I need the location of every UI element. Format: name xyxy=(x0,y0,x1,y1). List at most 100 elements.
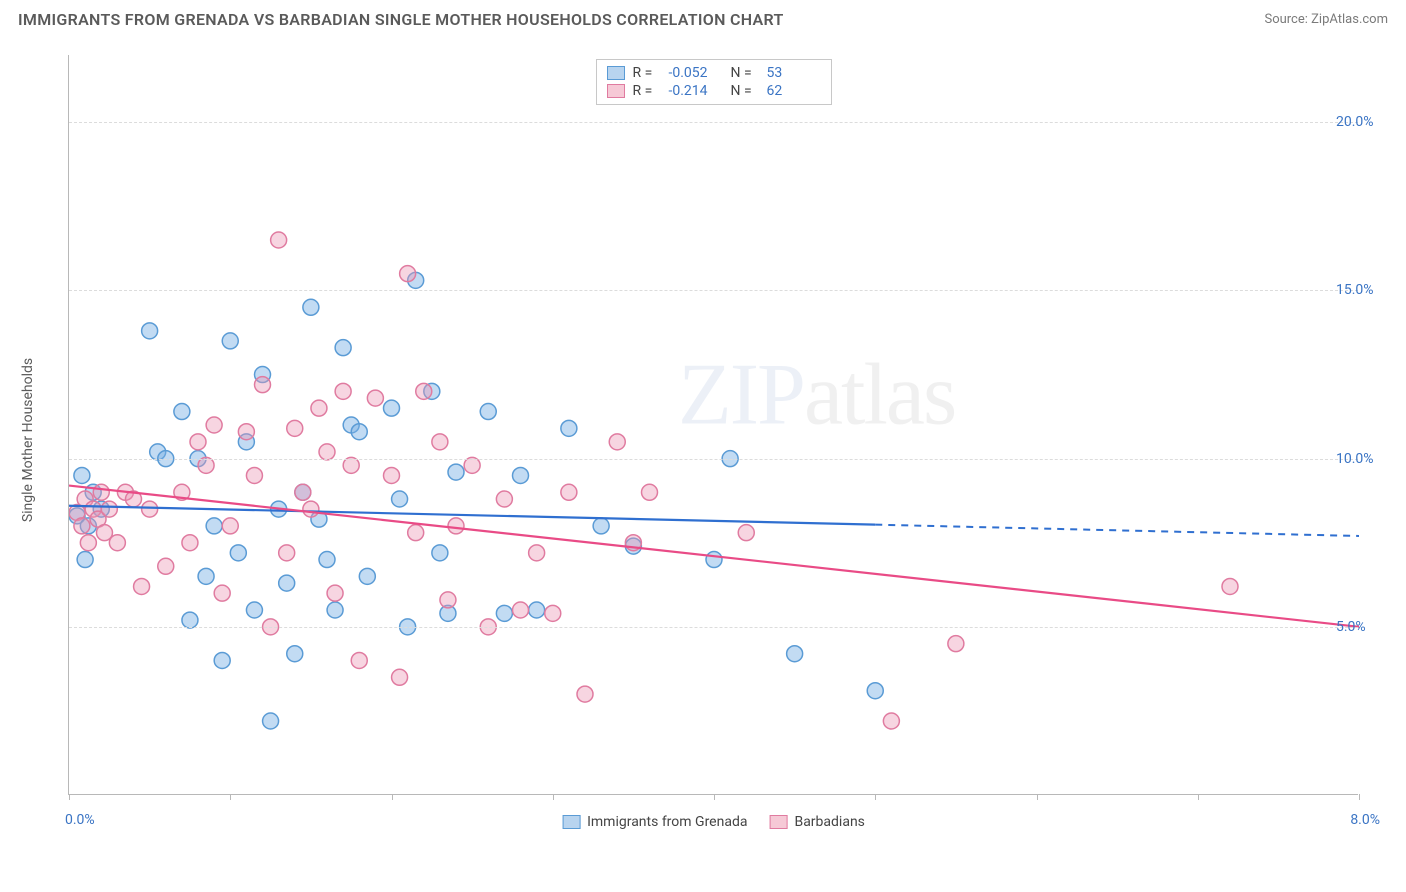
scatter-point xyxy=(319,552,335,568)
scatter-point xyxy=(222,518,238,534)
scatter-point xyxy=(335,383,351,399)
trend-line xyxy=(69,506,875,525)
scatter-point xyxy=(593,518,609,534)
n-value: 62 xyxy=(767,83,821,99)
gridline xyxy=(69,459,1358,460)
scatter-point xyxy=(279,545,295,561)
scatter-point xyxy=(513,602,529,618)
x-tick xyxy=(1198,794,1199,800)
scatter-point xyxy=(279,575,295,591)
scatter-point xyxy=(642,484,658,500)
scatter-point xyxy=(948,636,964,652)
scatter-point xyxy=(480,404,496,420)
plot-area: ZIPatlas R = -0.052 N = 53 R = -0.214 N … xyxy=(68,55,1358,795)
scatter-point xyxy=(93,484,109,500)
x-axis-max-label: 8.0% xyxy=(1350,812,1380,828)
scatter-point xyxy=(101,501,117,517)
scatter-point xyxy=(214,585,230,601)
legend-item: Immigrants from Grenada xyxy=(562,814,747,830)
scatter-point xyxy=(529,602,545,618)
scatter-point xyxy=(77,552,93,568)
scatter-point xyxy=(246,467,262,483)
scatter-point xyxy=(561,420,577,436)
scatter-point xyxy=(206,518,222,534)
scatter-point xyxy=(255,377,271,393)
scatter-point xyxy=(496,605,512,621)
scatter-point xyxy=(190,434,206,450)
scatter-point xyxy=(80,535,96,551)
scatter-point xyxy=(319,444,335,460)
scatter-point xyxy=(432,434,448,450)
scatter-point xyxy=(609,434,625,450)
scatter-point xyxy=(577,686,593,702)
x-axis-min-label: 0.0% xyxy=(65,812,95,828)
x-tick xyxy=(875,794,876,800)
y-axis-title: Single Mother Households xyxy=(20,358,36,522)
scatter-point xyxy=(214,652,230,668)
n-label: N = xyxy=(731,83,759,99)
scatter-point xyxy=(706,552,722,568)
scatter-point xyxy=(408,525,424,541)
scatter-point xyxy=(448,464,464,480)
scatter-point xyxy=(134,578,150,594)
x-tick xyxy=(69,794,70,800)
x-tick xyxy=(714,794,715,800)
legend-series: Immigrants from Grenada Barbadians xyxy=(562,814,865,830)
gridline xyxy=(69,122,1358,123)
scatter-point xyxy=(1222,578,1238,594)
x-tick xyxy=(230,794,231,800)
scatter-point xyxy=(295,484,311,500)
scatter-point xyxy=(351,424,367,440)
scatter-point xyxy=(182,612,198,628)
scatter-point xyxy=(198,568,214,584)
legend-row: R = -0.052 N = 53 xyxy=(607,64,821,82)
scatter-point xyxy=(246,602,262,618)
scatter-point xyxy=(303,501,319,517)
scatter-point xyxy=(335,340,351,356)
trend-line-extrapolated xyxy=(875,525,1359,536)
legend-label: Barbadians xyxy=(794,814,864,830)
trend-line xyxy=(69,486,1359,627)
scatter-point xyxy=(198,457,214,473)
n-label: N = xyxy=(731,65,759,81)
x-tick xyxy=(1037,794,1038,800)
x-tick xyxy=(553,794,554,800)
legend-correlation: R = -0.052 N = 53 R = -0.214 N = 62 xyxy=(596,59,832,105)
scatter-point xyxy=(448,518,464,534)
scatter-point xyxy=(529,545,545,561)
scatter-point xyxy=(867,683,883,699)
scatter-point xyxy=(545,605,561,621)
scatter-point xyxy=(343,457,359,473)
scatter-point xyxy=(142,501,158,517)
scatter-point xyxy=(142,323,158,339)
source-label: Source: ZipAtlas.com xyxy=(1264,12,1388,27)
scatter-point xyxy=(367,390,383,406)
scatter-point xyxy=(327,602,343,618)
scatter-point xyxy=(392,491,408,507)
scatter-point xyxy=(206,417,222,433)
scatter-point xyxy=(496,491,512,507)
scatter-point xyxy=(883,713,899,729)
r-label: R = xyxy=(633,65,661,81)
scatter-point xyxy=(738,525,754,541)
scatter-point xyxy=(287,420,303,436)
chart-container: Single Mother Households ZIPatlas R = -0… xyxy=(50,55,1386,825)
scatter-point xyxy=(400,266,416,282)
scatter-point xyxy=(174,404,190,420)
scatter-point xyxy=(464,457,480,473)
legend-swatch-blue xyxy=(607,66,625,80)
scatter-point xyxy=(263,713,279,729)
scatter-point xyxy=(384,400,400,416)
scatter-point xyxy=(327,585,343,601)
scatter-point xyxy=(561,484,577,500)
scatter-point xyxy=(303,299,319,315)
scatter-point xyxy=(158,558,174,574)
legend-swatch-pink xyxy=(607,84,625,98)
scatter-point xyxy=(392,669,408,685)
scatter-point xyxy=(787,646,803,662)
y-tick-label: 20.0% xyxy=(1336,114,1396,130)
scatter-point xyxy=(287,646,303,662)
svg-plot-layer xyxy=(69,55,1359,795)
y-tick-label: 5.0% xyxy=(1336,619,1396,635)
scatter-point xyxy=(109,535,125,551)
